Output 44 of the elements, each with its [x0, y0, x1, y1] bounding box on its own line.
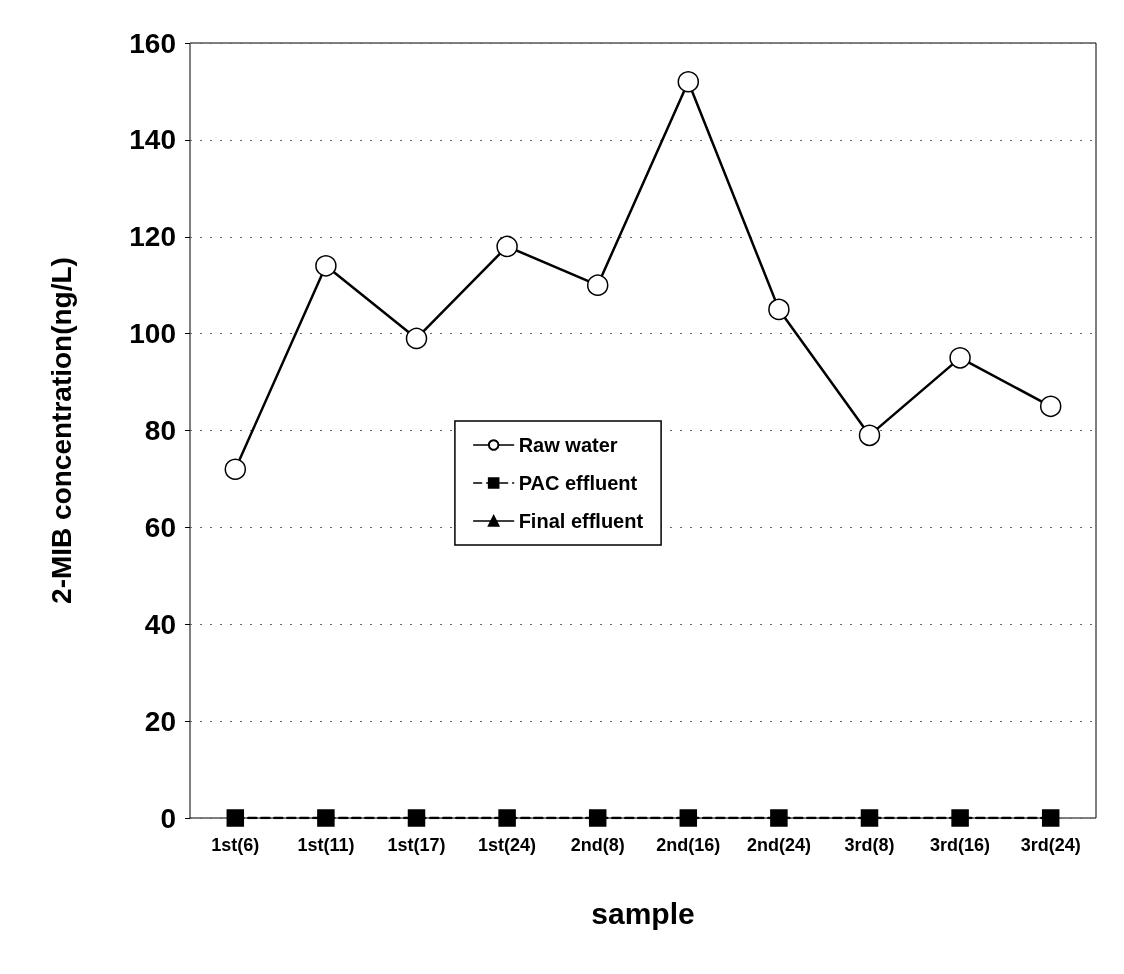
point [858, 424, 881, 447]
point [224, 458, 247, 480]
y-tick-label: 120 [129, 221, 176, 253]
y-tick-label: 160 [129, 27, 176, 59]
point [1041, 809, 1060, 827]
point [588, 809, 607, 827]
x-axis-title: sample [591, 896, 695, 930]
point [496, 235, 518, 258]
x-tick-label: 1st(11) [297, 835, 355, 855]
x-tick-label: 2nd(16) [656, 835, 721, 855]
point [770, 809, 788, 827]
x-tick-label: 3rd(8) [844, 835, 895, 855]
point [677, 71, 700, 93]
x-tick-label: 1st(6) [211, 835, 260, 855]
legend-label: Raw water [518, 434, 618, 456]
point [407, 809, 426, 827]
y-tick-label: 60 [144, 511, 176, 543]
point [860, 809, 879, 827]
x-tick-label: 1st(24) [478, 835, 537, 855]
legend-label: Final effluent [518, 510, 644, 532]
x-tick-label: 2nd(8) [570, 835, 625, 855]
y-tick-label: 100 [129, 318, 176, 350]
y-tick-label: 80 [144, 415, 176, 446]
point [226, 809, 245, 827]
y-tick-label: 0 [160, 802, 176, 834]
y-axis-title: 2-MIB concentration(ng/L) [45, 257, 77, 604]
point [315, 255, 337, 277]
point [498, 809, 516, 827]
x-tick-label: 3rd(24) [1020, 835, 1081, 855]
point [949, 347, 971, 369]
legend-label: PAC effluent [518, 472, 638, 494]
point [1039, 395, 1062, 418]
x-tick-label: 2nd(24) [746, 835, 811, 855]
y-tick-label: 140 [129, 124, 176, 156]
point [951, 809, 969, 827]
y-tick-label: 40 [144, 608, 176, 640]
y-tick-label: 20 [144, 705, 176, 737]
point [768, 298, 790, 321]
point [586, 274, 609, 296]
x-tick-label: 3rd(16) [930, 835, 991, 855]
point [405, 327, 428, 350]
point [317, 809, 335, 827]
point [679, 809, 698, 827]
x-tick-label: 1st(17) [387, 835, 446, 855]
